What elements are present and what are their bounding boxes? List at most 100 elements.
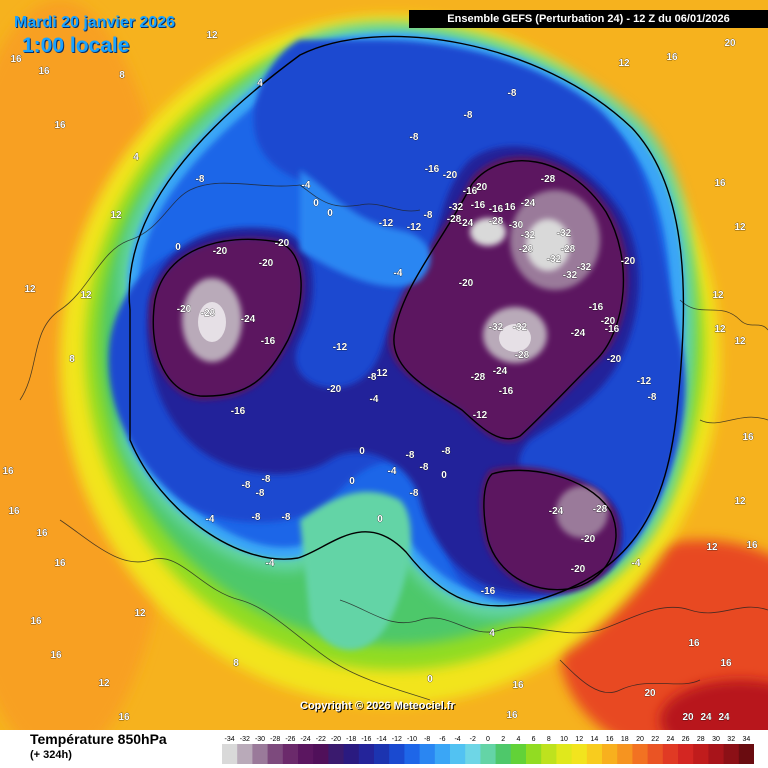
scale-swatch	[647, 744, 664, 764]
isotherm-label: -8	[368, 372, 377, 383]
scale-tick-label: 28	[697, 736, 705, 743]
scale-tick-label: 20	[636, 736, 644, 743]
isotherm-label: -28	[515, 350, 530, 361]
isotherm-label: -30	[509, 220, 524, 231]
scale-swatch	[222, 744, 238, 764]
scale-swatch	[465, 744, 481, 764]
isotherm-label: 8	[233, 658, 239, 669]
scale-tick-label: 18	[621, 736, 629, 743]
scale-swatch	[434, 744, 451, 764]
coastlines	[19, 182, 768, 701]
isotherm-label: 16	[8, 506, 20, 517]
isotherm-label: 8	[119, 70, 125, 81]
isotherm-label: -32	[547, 254, 562, 265]
scale-swatch	[358, 744, 375, 764]
isotherm-label: -16	[231, 406, 246, 417]
isotherm-label: -16	[425, 164, 440, 175]
scale-tick-label: 34	[743, 736, 751, 743]
scale-tick-label: -34	[225, 736, 235, 743]
isotherm-label: 16	[714, 178, 726, 189]
scale-tick-label: 2	[501, 736, 505, 743]
scale-tick-label: 12	[575, 736, 583, 743]
scale-swatch	[389, 744, 405, 764]
isotherm-label: -28	[541, 174, 556, 185]
scale-swatch	[267, 744, 284, 764]
isotherm-label: -20	[601, 316, 616, 327]
isotherm-label: -32	[521, 230, 536, 241]
isotherm-label: -8	[508, 88, 517, 99]
isotherm-label: 16	[720, 658, 732, 669]
isotherm-label: 24	[718, 712, 730, 723]
isotherm-label: -16	[481, 586, 496, 597]
temperature-field	[0, 0, 768, 730]
isotherm-label: 0	[175, 242, 181, 253]
isotherm-label: -16	[489, 204, 504, 215]
scale-swatch	[708, 744, 724, 764]
isotherm-label: -12	[379, 218, 394, 229]
copyright-notice: Copyright © 2026 Meteociel.fr	[300, 700, 455, 712]
scale-swatch	[343, 744, 360, 764]
isotherm-label: -20	[571, 564, 586, 575]
isotherm-label: 12	[98, 678, 110, 689]
scale-tick-label: 10	[560, 736, 568, 743]
isotherm-label: 16	[742, 432, 754, 443]
isotherm-label: -28	[489, 216, 504, 227]
scale-tick-label: -30	[255, 736, 265, 743]
isotherm-label: -20	[607, 354, 622, 365]
scale-tick-label: -26	[285, 736, 295, 743]
isotherm-label: -8	[242, 480, 251, 491]
isotherm-label: -16	[471, 200, 486, 211]
isotherm-label: -8	[420, 462, 429, 473]
isotherm-label: 4	[489, 628, 495, 639]
isotherm-label: -12	[333, 342, 348, 353]
isotherm-label: 12	[734, 222, 746, 233]
forecast-date: Mardi 20 janvier 2026	[14, 14, 175, 31]
isotherm-label: -8	[410, 132, 419, 143]
isotherm-label: 12	[618, 58, 630, 69]
scale-tick-label: -10	[407, 736, 417, 743]
isotherm-label: -24	[459, 218, 474, 229]
isotherm-label: 16	[506, 710, 518, 721]
isotherm-label: -16	[463, 186, 478, 197]
isotherm-label: 20	[682, 712, 694, 723]
isotherm-label: -24	[521, 198, 536, 209]
scale-swatch	[237, 744, 253, 764]
isotherm-label: -8	[282, 512, 291, 523]
isotherm-label: -8	[196, 174, 205, 185]
isotherm-label: -4	[632, 558, 641, 569]
isotherm-label: -4	[388, 466, 397, 477]
scale-tick-label: 26	[682, 736, 690, 743]
scale-swatch	[678, 744, 694, 764]
isotherm-label: 16	[504, 202, 516, 213]
scale-tick-label: 4	[516, 736, 520, 743]
isotherm-label: 20	[644, 688, 656, 699]
scale-swatch	[510, 744, 527, 764]
isotherm-label: -8	[410, 488, 419, 499]
scale-swatch	[632, 744, 648, 764]
isotherm-label: -20	[443, 170, 458, 181]
isotherm-label: -4	[370, 394, 379, 405]
isotherm-label: 12	[734, 496, 746, 507]
lead-time: (+ 324h)	[30, 749, 72, 761]
scale-swatch	[450, 744, 466, 764]
scale-swatch	[723, 744, 740, 764]
isotherm-label: -16	[589, 302, 604, 313]
isotherm-value-labels: 16128164-8-8-8-16-20-16-20-28-32-28-24-1…	[2, 30, 758, 724]
isotherm-label: -28	[519, 244, 534, 255]
isotherm-label: -20	[213, 246, 228, 257]
isotherm-label: 0	[327, 208, 333, 219]
isotherm-label: -8	[406, 450, 415, 461]
scale-tick-label: 14	[591, 736, 599, 743]
isotherm-label: 16	[36, 528, 48, 539]
isotherm-label: 12	[706, 542, 718, 553]
isotherm-label: -4	[266, 558, 275, 569]
isotherm-label: 12	[714, 324, 726, 335]
scale-swatch	[617, 744, 633, 764]
scale-tick-label: -12	[392, 736, 402, 743]
scale-tick-label: -4	[454, 736, 460, 743]
scale-tick-label: -16	[361, 736, 371, 743]
isotherm-label: 4	[133, 152, 139, 163]
scale-swatch	[404, 744, 420, 764]
scale-swatch	[282, 744, 299, 764]
isotherm-label: 0	[359, 446, 365, 457]
